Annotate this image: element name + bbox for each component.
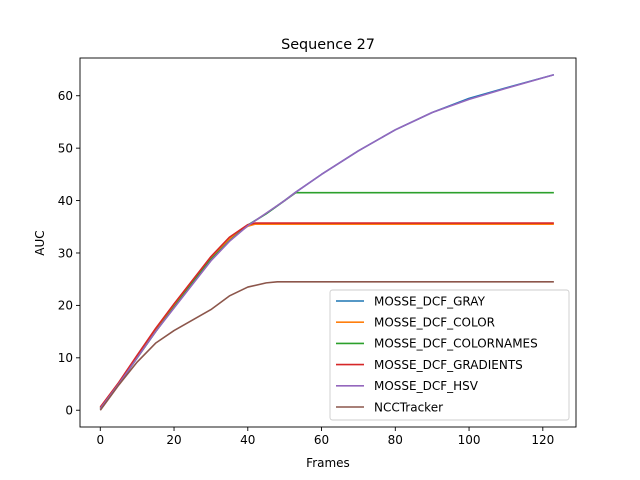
axes-frame xyxy=(79,57,577,428)
x-tick-label: 80 xyxy=(388,433,403,447)
x-tick-label: 100 xyxy=(458,433,481,447)
y-axis-label: AUC xyxy=(33,230,47,255)
axes-layer: 0 20 40 60 80 100 120 0 10 20 30 40 50 60 xyxy=(58,57,577,447)
legend: MOSSE_DCF_GRAY MOSSE_DCF_COLOR MOSSE_DCF_C… xyxy=(329,289,570,421)
legend-label-5: NCCTracker xyxy=(374,400,443,414)
x-tick-label: 60 xyxy=(314,433,329,447)
series-line-4 xyxy=(99,74,555,410)
series-layer xyxy=(99,73,555,411)
x-axis-label: Frames xyxy=(306,456,350,470)
chart-title: Sequence 27 xyxy=(281,37,375,53)
x-tick-label: 0 xyxy=(96,433,104,447)
legend-label-2: MOSSE_DCF_COLORNAMES xyxy=(374,337,538,351)
y-tick-label: 20 xyxy=(58,299,73,313)
legend-label-1: MOSSE_DCF_COLOR xyxy=(374,316,495,330)
x-tick-label: 40 xyxy=(240,433,255,447)
legend-box xyxy=(329,289,570,421)
y-tick-label: 10 xyxy=(58,351,73,365)
y-tick-label: 0 xyxy=(65,404,73,418)
x-tick-label: 120 xyxy=(531,433,554,447)
legend-label-3: MOSSE_DCF_GRADIENTS xyxy=(374,358,523,372)
legend-label-4: MOSSE_DCF_HSV xyxy=(374,379,479,393)
x-tick-label: 20 xyxy=(166,433,181,447)
y-tick-label: 30 xyxy=(58,246,73,260)
y-tick-label: 60 xyxy=(58,89,73,103)
legend-label-0: MOSSE_DCF_GRAY xyxy=(374,294,486,308)
y-tick-label: 40 xyxy=(58,194,73,208)
series-line-5 xyxy=(99,281,554,411)
y-tick-label: 50 xyxy=(58,141,73,155)
